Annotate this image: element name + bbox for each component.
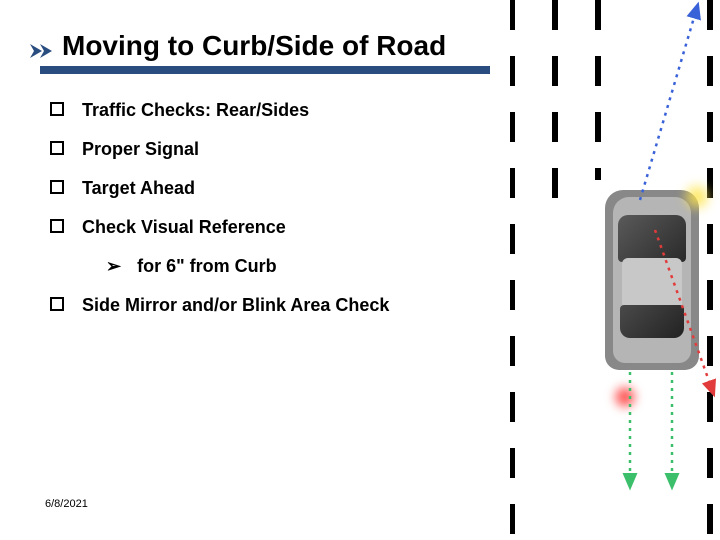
title-region: Moving to Curb/Side of Road bbox=[30, 30, 510, 74]
car-windshield bbox=[618, 215, 686, 262]
car-rear-window bbox=[620, 305, 684, 337]
bullet-text: Proper Signal bbox=[82, 139, 199, 160]
sub-bullet-text: for 6" from Curb bbox=[137, 256, 277, 277]
car-roof bbox=[622, 258, 682, 308]
bullet-item: Check Visual Reference bbox=[50, 217, 500, 238]
slide: Moving to Curb/Side of Road Traffic Chec… bbox=[0, 0, 720, 540]
bullet-text: Check Visual Reference bbox=[82, 217, 286, 238]
bullet-text: Traffic Checks: Rear/Sides bbox=[82, 100, 309, 121]
bullet-text: Target Ahead bbox=[82, 178, 195, 199]
checkbox-icon bbox=[50, 297, 64, 311]
car-icon bbox=[605, 190, 699, 370]
bullet-item: Target Ahead bbox=[50, 178, 500, 199]
bullet-item: Side Mirror and/or Blink Area Check bbox=[50, 295, 500, 316]
taillight-glow-icon bbox=[610, 382, 640, 412]
checkbox-icon bbox=[50, 180, 64, 194]
sub-bullet-item: ➢ for 6" from Curb bbox=[106, 256, 500, 277]
checkbox-icon bbox=[50, 141, 64, 155]
checkbox-icon bbox=[50, 219, 64, 233]
slide-date: 6/8/2021 bbox=[45, 498, 88, 510]
title-underline bbox=[40, 66, 490, 74]
triangle-bullet-icon: ➢ bbox=[106, 256, 121, 277]
bullet-item: Traffic Checks: Rear/Sides bbox=[50, 100, 500, 121]
bullet-item: Proper Signal bbox=[50, 139, 500, 160]
bullet-list: Traffic Checks: Rear/Sides Proper Signal… bbox=[50, 100, 500, 334]
checkbox-icon bbox=[50, 102, 64, 116]
slide-title: Moving to Curb/Side of Road bbox=[62, 30, 510, 62]
headlight-glow-icon bbox=[680, 180, 714, 214]
title-arrow-icon bbox=[30, 44, 54, 58]
road-diagram bbox=[510, 0, 720, 540]
bullet-text: Side Mirror and/or Blink Area Check bbox=[82, 295, 389, 316]
